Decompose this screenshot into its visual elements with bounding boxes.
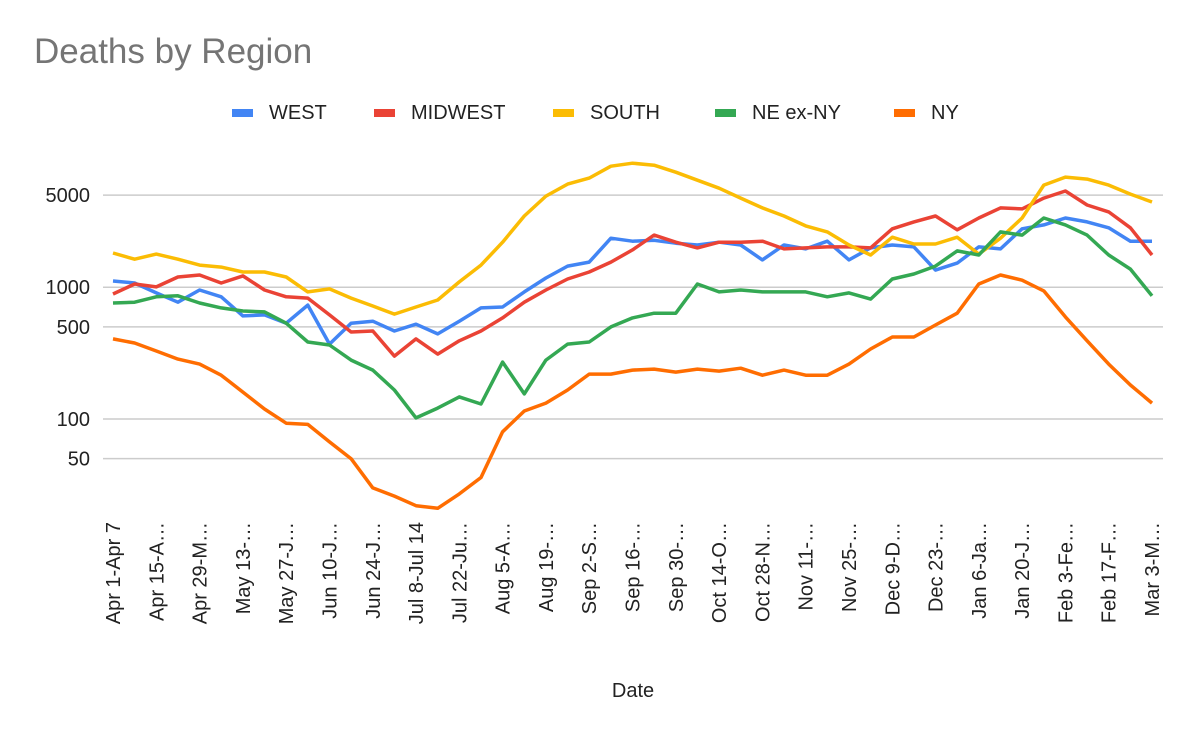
legend-item-ne-ex-ny[interactable]: NE ex-NY xyxy=(715,100,841,126)
gridlines xyxy=(103,194,1163,460)
x-tick-label: Oct 28-N… xyxy=(752,522,774,622)
legend-swatch-ne-ex-ny xyxy=(715,109,736,117)
legend-item-south[interactable]: SOUTH xyxy=(553,100,660,126)
y-tick-label: 1000 xyxy=(46,277,91,299)
series-line-ne-ex-ny[interactable] xyxy=(112,216,1154,420)
x-tick-label: Apr 15-A… xyxy=(146,522,168,621)
series-line-midwest[interactable] xyxy=(112,189,1154,358)
x-tick-label: Nov 25-… xyxy=(839,522,861,612)
x-tick-label: Feb 17-F… xyxy=(1099,522,1121,623)
x-tick-label: Dec 23-… xyxy=(926,522,948,612)
x-tick-label: Dec 9-D… xyxy=(882,522,904,615)
x-tick-label: Mar 3-M… xyxy=(1142,522,1164,616)
series-lines xyxy=(112,161,1154,511)
x-tick-label: Jan 20-J… xyxy=(1012,522,1034,619)
legend: WEST MIDWEST SOUTH NE ex-NY NY xyxy=(0,100,1200,126)
x-tick-label: Oct 14-O… xyxy=(709,522,731,623)
x-axis-label: Date xyxy=(612,680,654,702)
x-tick-label: Sep 2-S… xyxy=(579,522,601,614)
legend-label-ne-ex-ny: NE ex-NY xyxy=(752,101,841,124)
x-tick-label: Jun 24-J… xyxy=(363,522,385,619)
legend-swatch-south xyxy=(553,109,574,117)
x-tick-label: Jul 22-Ju… xyxy=(449,522,471,623)
x-tick-label: Apr 29-M… xyxy=(190,522,212,624)
y-axis-ticks: 50 100 500 1000 5000 xyxy=(46,185,91,471)
x-tick-label: Jan 6-Ja… xyxy=(969,522,991,619)
x-tick-label: May 27-J… xyxy=(276,522,298,624)
legend-label-south: SOUTH xyxy=(590,101,660,124)
y-tick-label: 5000 xyxy=(46,185,91,207)
legend-swatch-midwest xyxy=(374,109,395,117)
y-tick-label: 500 xyxy=(57,317,90,339)
legend-item-ny[interactable]: NY xyxy=(894,100,959,126)
x-tick-label: Nov 11-… xyxy=(796,522,818,611)
y-tick-label: 50 xyxy=(68,449,90,471)
x-axis-ticks: Apr 1-Apr 7 Apr 15-A… Apr 29-M… May 13-… May… xyxy=(103,522,1164,624)
legend-label-midwest: MIDWEST xyxy=(411,101,506,124)
x-tick-label: Feb 3-Fe… xyxy=(1055,522,1077,623)
x-tick-label: Sep 16-… xyxy=(623,522,645,612)
series-line-ny[interactable] xyxy=(112,273,1154,511)
x-tick-label: Jun 10-J… xyxy=(319,522,341,619)
legend-swatch-ny xyxy=(894,109,915,117)
legend-label-west: WEST xyxy=(269,101,327,124)
x-tick-label: Sep 30-… xyxy=(666,522,688,612)
legend-swatch-west xyxy=(232,109,253,117)
y-tick-label: 100 xyxy=(57,409,90,431)
x-tick-label: Aug 5-A… xyxy=(493,522,515,614)
x-tick-label: Jul 8-Jul 14 xyxy=(406,522,428,624)
x-tick-label: May 13-… xyxy=(233,522,255,614)
chart-title: Deaths by Region xyxy=(34,32,313,71)
x-tick-label: Aug 19-… xyxy=(536,522,558,612)
legend-label-ny: NY xyxy=(931,101,959,124)
x-tick-label: Apr 1-Apr 7 xyxy=(103,522,125,624)
legend-item-west[interactable]: WEST xyxy=(232,100,327,126)
legend-item-midwest[interactable]: MIDWEST xyxy=(374,100,505,126)
